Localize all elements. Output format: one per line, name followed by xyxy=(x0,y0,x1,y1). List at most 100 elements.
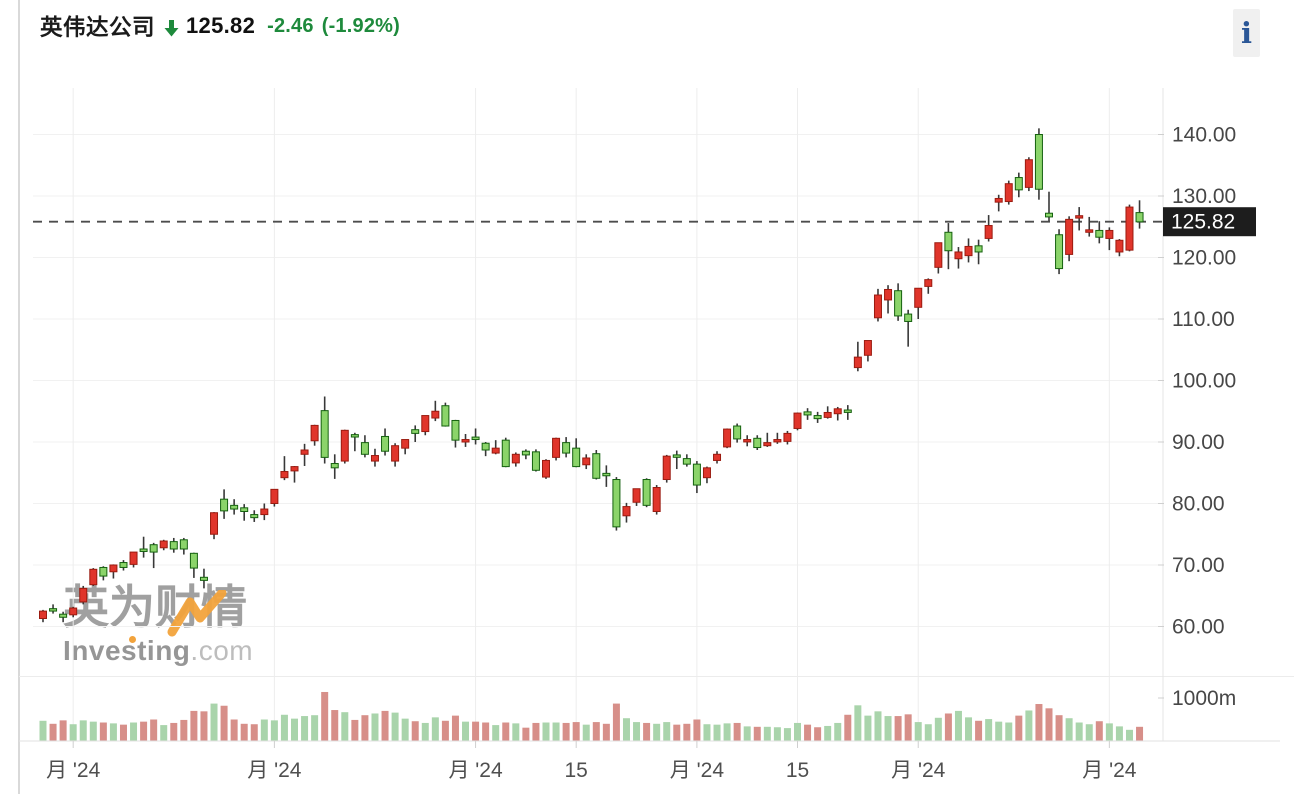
volume-bar xyxy=(854,705,862,741)
candle-body xyxy=(129,551,138,565)
candle-body xyxy=(260,508,269,516)
candle-body xyxy=(521,450,530,456)
volume-bar xyxy=(914,722,922,741)
candle-body xyxy=(672,454,681,458)
volume-bar xyxy=(130,722,138,741)
volume-bar xyxy=(602,723,610,741)
candle-body xyxy=(713,453,722,461)
volume-bar xyxy=(180,719,188,741)
candle-body xyxy=(602,472,611,477)
volume-bar xyxy=(572,722,580,741)
candle-body xyxy=(1045,212,1053,218)
volume-bar xyxy=(270,720,278,741)
volume-bar xyxy=(79,720,87,741)
candle-body xyxy=(199,576,208,581)
volume-bar xyxy=(522,727,530,741)
volume-bar xyxy=(954,710,962,741)
volume-bar xyxy=(683,723,691,741)
candle-body xyxy=(49,608,58,612)
volume-bar xyxy=(99,722,107,741)
price-tick-label: 140.00 xyxy=(1172,124,1236,147)
volume-bar xyxy=(240,723,248,741)
candle-body xyxy=(531,451,540,471)
price-tick-label: 110.00 xyxy=(1172,308,1235,331)
candle-body xyxy=(924,279,933,287)
volume-bar xyxy=(804,724,812,741)
candle-body xyxy=(622,506,631,517)
volume-bar xyxy=(1045,708,1053,741)
volume-bar xyxy=(753,726,761,741)
candle-body xyxy=(934,242,943,268)
candle-body xyxy=(1135,212,1144,223)
volume-bar xyxy=(783,728,791,741)
candle-body xyxy=(300,449,309,455)
volume-bar xyxy=(472,721,480,741)
volume-bar xyxy=(361,715,369,741)
info-button[interactable]: i xyxy=(1233,9,1260,57)
last-price: 125.82 xyxy=(186,13,256,38)
candle-body xyxy=(743,439,752,443)
volume-bar xyxy=(794,722,801,741)
candle-body xyxy=(1125,206,1134,251)
candle-body xyxy=(491,447,500,454)
volume-bar xyxy=(401,718,409,741)
price-tick-label: 130.00 xyxy=(1172,185,1236,208)
candle-body xyxy=(59,613,68,618)
volume-bar xyxy=(542,722,550,741)
volume-bar xyxy=(693,719,701,741)
candle-body xyxy=(873,294,882,319)
volume-bar xyxy=(441,720,449,741)
candle-body xyxy=(270,488,279,505)
candle-body xyxy=(964,245,973,257)
volume-bar xyxy=(773,727,781,741)
candle-body xyxy=(823,411,832,418)
candle-body xyxy=(109,564,118,573)
volume-bar xyxy=(975,720,983,741)
volume-bar xyxy=(492,725,500,741)
candle-body xyxy=(884,288,893,301)
time-tick-label: 15 xyxy=(786,759,809,782)
watermark-orange-dot xyxy=(129,636,136,643)
candle-body xyxy=(381,435,390,452)
candle-body xyxy=(69,607,78,616)
volume-bar xyxy=(934,717,942,741)
volume-bar xyxy=(1035,704,1043,741)
candle-body xyxy=(914,287,923,308)
candle-body xyxy=(723,428,732,448)
volume-bar xyxy=(763,726,771,741)
candle-body xyxy=(250,514,259,519)
time-tick-label: 月 '24 xyxy=(46,759,101,782)
candle-body xyxy=(994,197,1003,203)
candle-body xyxy=(542,459,550,478)
volume-bar xyxy=(321,691,329,741)
volume-bar xyxy=(371,713,379,741)
volume-bar xyxy=(331,710,339,741)
volume-bar xyxy=(59,720,67,741)
volume-bar xyxy=(1136,726,1144,741)
candle-body xyxy=(169,541,178,550)
watermark-zigzag-icon xyxy=(167,590,227,637)
price-tick-label: 70.00 xyxy=(1172,554,1225,577)
candle-body xyxy=(1075,215,1084,219)
volume-bar xyxy=(1055,715,1063,741)
price-down-arrow-icon xyxy=(164,20,179,37)
volume-bar xyxy=(462,721,470,741)
time-tick-label: 月 '24 xyxy=(891,759,946,782)
volume-bar xyxy=(622,718,630,741)
volume-bar xyxy=(291,718,298,741)
volume-bar xyxy=(89,721,97,741)
candle-body xyxy=(984,225,993,239)
candle-body xyxy=(944,231,953,252)
change-percent: (-1.92%) xyxy=(321,14,400,37)
candle-body xyxy=(39,610,47,620)
candle-body xyxy=(391,445,400,462)
candle-body xyxy=(552,437,561,458)
volume-bar xyxy=(341,712,349,741)
candle-body xyxy=(582,457,591,466)
candle-body xyxy=(320,410,329,458)
watermark-com-label: .com xyxy=(190,635,254,667)
candle-body xyxy=(572,447,581,468)
candle-body xyxy=(783,432,792,442)
candle-body xyxy=(139,548,148,552)
